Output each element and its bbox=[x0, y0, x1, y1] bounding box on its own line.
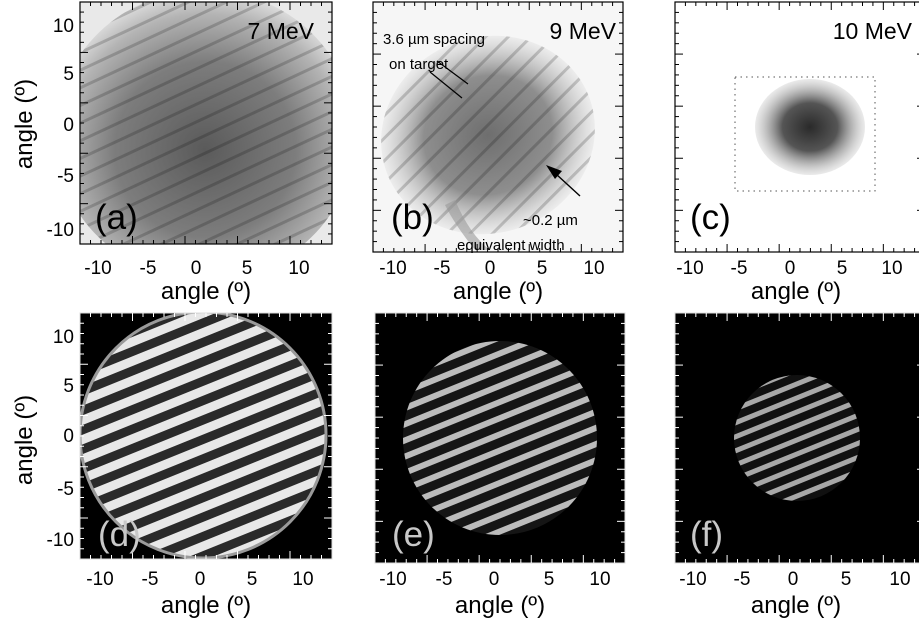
y-tick-label: 10 bbox=[53, 327, 74, 348]
panel-c-ticks bbox=[675, 2, 919, 252]
x-tick-label: 5 bbox=[837, 258, 848, 279]
x-tick-label: -5 bbox=[731, 258, 748, 279]
x-tick-labels-c: -10 -5 0 5 10 bbox=[676, 258, 902, 279]
x-tick-label: 0 bbox=[785, 258, 796, 279]
x-tick-label: -10 bbox=[86, 569, 113, 590]
x-tick-label: 0 bbox=[788, 569, 799, 590]
x-tick-label: 0 bbox=[485, 258, 496, 279]
x-tick-label: 0 bbox=[195, 569, 206, 590]
x-axis-label-a: angle (º) bbox=[161, 278, 251, 305]
x-axis-label-e: angle (º) bbox=[455, 592, 545, 619]
y-tick-labels-bottom: 10 5 0 -5 -10 bbox=[47, 327, 74, 551]
x-tick-label: -10 bbox=[84, 258, 111, 279]
x-tick-label: 10 bbox=[292, 569, 313, 590]
panel-c: 10 MeV (c) bbox=[674, 1, 919, 253]
x-tick-label: 10 bbox=[288, 258, 309, 279]
panel-d-label: (d) bbox=[98, 515, 141, 554]
panel-e-ticks bbox=[375, 313, 625, 563]
x-tick-label: 5 bbox=[841, 569, 852, 590]
panel-b-annotation-top-2: on target bbox=[389, 56, 449, 73]
y-tick-label: -5 bbox=[57, 479, 74, 500]
panel-b-pointer-line-1 bbox=[436, 60, 469, 85]
x-tick-labels-b: -10 -5 0 5 10 bbox=[379, 258, 604, 279]
y-axis-label-top: angle (º) bbox=[11, 79, 38, 169]
panel-a-ticks bbox=[80, 2, 332, 244]
x-tick-label: -10 bbox=[379, 569, 406, 590]
x-tick-label: 10 bbox=[583, 258, 604, 279]
panel-b-annotation-bottom-1: ~0.2 µm bbox=[523, 212, 578, 229]
y-tick-label: -5 bbox=[57, 166, 74, 187]
panel-b-annotation-top-1: 3.6 µm spacing bbox=[383, 31, 485, 48]
x-tick-label: 5 bbox=[242, 258, 253, 279]
y-tick-label: 5 bbox=[63, 376, 74, 397]
panel-e: (e) bbox=[374, 312, 626, 564]
y-tick-label: -10 bbox=[47, 220, 74, 241]
y-tick-label: 0 bbox=[63, 115, 74, 136]
x-axis-label-f: angle (º) bbox=[751, 592, 841, 619]
panel-b-arrow-head bbox=[546, 165, 562, 179]
panel-b-arrow-shaft bbox=[555, 173, 581, 197]
x-tick-label: 0 bbox=[489, 569, 500, 590]
x-tick-label: -5 bbox=[140, 258, 157, 279]
x-tick-labels-e: -10 -5 0 5 10 bbox=[379, 569, 610, 590]
x-axis-label-b: angle (º) bbox=[453, 278, 543, 305]
x-tick-label: 10 bbox=[881, 258, 902, 279]
x-tick-label: 5 bbox=[544, 569, 555, 590]
x-tick-label: -5 bbox=[436, 569, 453, 590]
panel-f-ticks bbox=[675, 313, 919, 563]
x-tick-label: -10 bbox=[676, 258, 703, 279]
panel-e-label: (e) bbox=[392, 515, 435, 554]
x-tick-label: 5 bbox=[247, 569, 258, 590]
panel-b-ticks bbox=[373, 2, 623, 252]
panel-a: 7 MeV (a) bbox=[79, 1, 333, 245]
panel-c-label: (c) bbox=[690, 198, 731, 237]
x-axis-label-d: angle (º) bbox=[161, 592, 251, 619]
x-tick-labels-a: -10 -5 0 5 10 bbox=[84, 258, 309, 279]
x-tick-label: -5 bbox=[734, 569, 751, 590]
panel-b: 9 MeV 3.6 µm spacing on target ~0.2 µm e… bbox=[372, 1, 624, 254]
panel-a-energy: 7 MeV bbox=[248, 18, 315, 44]
panel-f-label: (f) bbox=[690, 515, 723, 554]
x-tick-label: 5 bbox=[537, 258, 548, 279]
x-axis-label-c: angle (º) bbox=[751, 278, 841, 305]
x-tick-labels-d: -10 -5 0 5 10 bbox=[86, 569, 313, 590]
panel-b-annotation-bottom-2: equivalent width bbox=[457, 237, 565, 254]
panel-a-label: (a) bbox=[95, 198, 138, 237]
y-tick-labels-top: 10 5 0 -5 -10 bbox=[47, 16, 74, 241]
panel-b-pointer-line-2 bbox=[429, 71, 463, 99]
x-tick-labels-f: -10 -5 0 5 10 bbox=[679, 569, 910, 590]
panel-c-energy: 10 MeV bbox=[833, 18, 913, 44]
panel-d: (d) bbox=[79, 312, 333, 560]
y-tick-label: 10 bbox=[53, 16, 74, 37]
x-tick-label: 10 bbox=[889, 569, 910, 590]
panel-f: (f) bbox=[674, 312, 919, 564]
x-tick-label: -5 bbox=[142, 569, 159, 590]
panel-d-ticks bbox=[80, 313, 332, 559]
x-tick-label: -5 bbox=[434, 258, 451, 279]
x-tick-label: 0 bbox=[191, 258, 202, 279]
y-tick-label: 5 bbox=[63, 64, 74, 85]
x-tick-label: 10 bbox=[589, 569, 610, 590]
y-tick-label: -10 bbox=[47, 530, 74, 551]
y-axis-label-bottom: angle (º) bbox=[11, 395, 38, 485]
y-tick-label: 0 bbox=[63, 426, 74, 447]
panel-b-energy: 9 MeV bbox=[550, 18, 617, 44]
x-tick-label: -10 bbox=[679, 569, 706, 590]
panel-b-label: (b) bbox=[391, 198, 434, 237]
x-tick-label: -10 bbox=[379, 258, 406, 279]
